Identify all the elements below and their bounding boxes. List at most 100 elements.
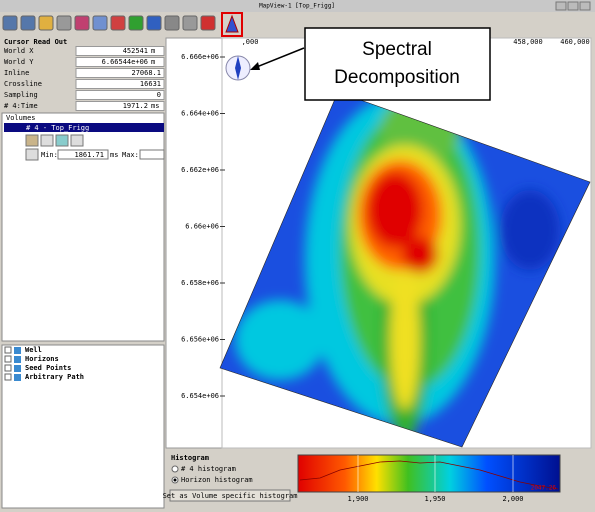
tree-item: Seed Points — [25, 364, 71, 372]
radio-dot — [173, 478, 177, 482]
callout-arrow — [253, 47, 305, 69]
y-tick-label: 6.658e+06 — [181, 279, 219, 287]
histogram-colorbar — [297, 454, 561, 493]
readout-unit: ms — [151, 102, 159, 110]
readout-label: Crossline — [4, 80, 42, 88]
min-field[interactable] — [57, 149, 109, 160]
tree-icon — [14, 365, 21, 372]
toolbar-button[interactable] — [74, 15, 90, 31]
toolbar-button[interactable] — [2, 15, 18, 31]
histogram-tick-label: 1,900 — [347, 495, 368, 503]
close[interactable] — [579, 1, 591, 11]
readout-label: Sampling — [4, 91, 38, 99]
tree-item: Horizons — [25, 355, 59, 363]
button-label: Set as Volume specific histogram — [163, 492, 298, 500]
toolbar-button[interactable] — [20, 15, 36, 31]
readout-field — [75, 90, 165, 100]
toolbar-button[interactable] — [92, 15, 108, 31]
y-tick-label: 6.66e+06 — [185, 223, 219, 231]
tree-expander[interactable] — [4, 373, 12, 381]
histogram-max: 2047.26 — [531, 485, 557, 492]
readout-value: 6.66544e+06 — [102, 58, 148, 66]
highlight-box — [221, 12, 243, 37]
tool-icon[interactable] — [25, 148, 39, 161]
tree-item: Well — [25, 346, 42, 354]
horizon-map — [220, 92, 590, 447]
maximize[interactable] — [567, 1, 579, 11]
max-field[interactable] — [139, 149, 165, 160]
y-tick-label: 6.656e+06 — [181, 336, 219, 344]
callout-line: Decomposition — [334, 67, 460, 88]
readout-title: Cursor Read Out — [4, 38, 67, 46]
tree-icon — [14, 374, 21, 381]
readout-value: 27068.1 — [131, 69, 161, 77]
readout-field — [75, 79, 165, 89]
max-label: Max: — [122, 151, 139, 159]
toolbar-button[interactable] — [38, 15, 54, 31]
volume-item: # 4 - Top_Frigg — [26, 124, 89, 132]
toolbar-button[interactable] — [56, 15, 72, 31]
volumes-title: Volumes — [6, 114, 36, 122]
readout-unit: m — [151, 58, 155, 66]
histogram-title: Histogram — [171, 454, 209, 462]
y-tick-label: 6.662e+06 — [181, 166, 219, 174]
callout-line: Spectral — [362, 39, 432, 60]
toolbar-button[interactable] — [110, 15, 126, 31]
histogram-ticks: 1,900 1,950 2,000 — [347, 455, 524, 503]
readout-label: World X — [4, 47, 34, 55]
toolbar-button[interactable] — [182, 15, 198, 31]
selected-row[interactable] — [4, 123, 164, 132]
y-tick-label: 6.654e+06 — [181, 392, 219, 400]
x-tick-label: 460,000 — [560, 38, 590, 46]
minimize[interactable] — [555, 1, 567, 11]
histogram-tick-label: 2,000 — [502, 495, 523, 503]
x-tick-label: ,000 — [242, 38, 259, 46]
readout-value: 1971.2 — [123, 102, 148, 110]
tree-expander[interactable] — [4, 346, 12, 354]
map-outline — [219, 91, 591, 448]
tree-icon — [14, 356, 21, 363]
radio-label: Horizon histogram — [181, 476, 253, 484]
title-bar — [0, 0, 595, 12]
radio[interactable] — [171, 465, 179, 473]
toolbar-button[interactable] — [128, 15, 144, 31]
window-title: MapView-1 [Top_Frigg] — [259, 3, 335, 10]
readout-value: 0 — [157, 91, 161, 99]
tree-item: Arbitrary Path — [25, 373, 84, 381]
readout-label: # 4:Time — [4, 102, 38, 110]
readout-label: Inline — [4, 69, 29, 77]
toolbar-button[interactable] — [146, 15, 162, 31]
tree-icon — [14, 347, 21, 354]
button[interactable] — [169, 489, 291, 502]
callout-box — [304, 27, 491, 101]
readout-unit: m — [151, 47, 155, 55]
histogram-tick-label: 1,950 — [424, 495, 445, 503]
tool-icon[interactable] — [55, 134, 69, 147]
readout-field — [75, 57, 165, 67]
tree-expander[interactable] — [4, 364, 12, 372]
min-unit: ms — [110, 151, 118, 159]
tree-panel — [1, 344, 165, 509]
readout-field — [75, 101, 165, 111]
readout-field — [75, 46, 165, 56]
tool-icon[interactable] — [70, 134, 84, 147]
toolbar-button[interactable] — [164, 15, 180, 31]
readout-value: 16631 — [140, 80, 161, 88]
tree-expander[interactable] — [4, 355, 12, 363]
readout-rows: World X 452541 m World Y 6.66544e+06 m Inline 2… — [4, 46, 165, 111]
volumes-panel — [1, 112, 165, 342]
arrow-head — [250, 62, 260, 70]
radio-label: # 4 histogram — [181, 465, 236, 473]
y-tick-label: 6.664e+06 — [181, 110, 219, 118]
tool-icon[interactable] — [25, 134, 39, 147]
toolbar — [2, 14, 239, 33]
toolbar-button[interactable] — [200, 15, 216, 31]
x-tick-label: 458,000 — [513, 38, 543, 46]
tool-icon[interactable] — [40, 134, 54, 147]
histogram-curve — [299, 460, 559, 490]
map-axes: ,000 458,000 460,000 6.666e+06 6.664e+06 6.66… — [181, 38, 590, 400]
spectral-icon[interactable] — [225, 14, 239, 33]
readout-label: World Y — [4, 58, 34, 66]
